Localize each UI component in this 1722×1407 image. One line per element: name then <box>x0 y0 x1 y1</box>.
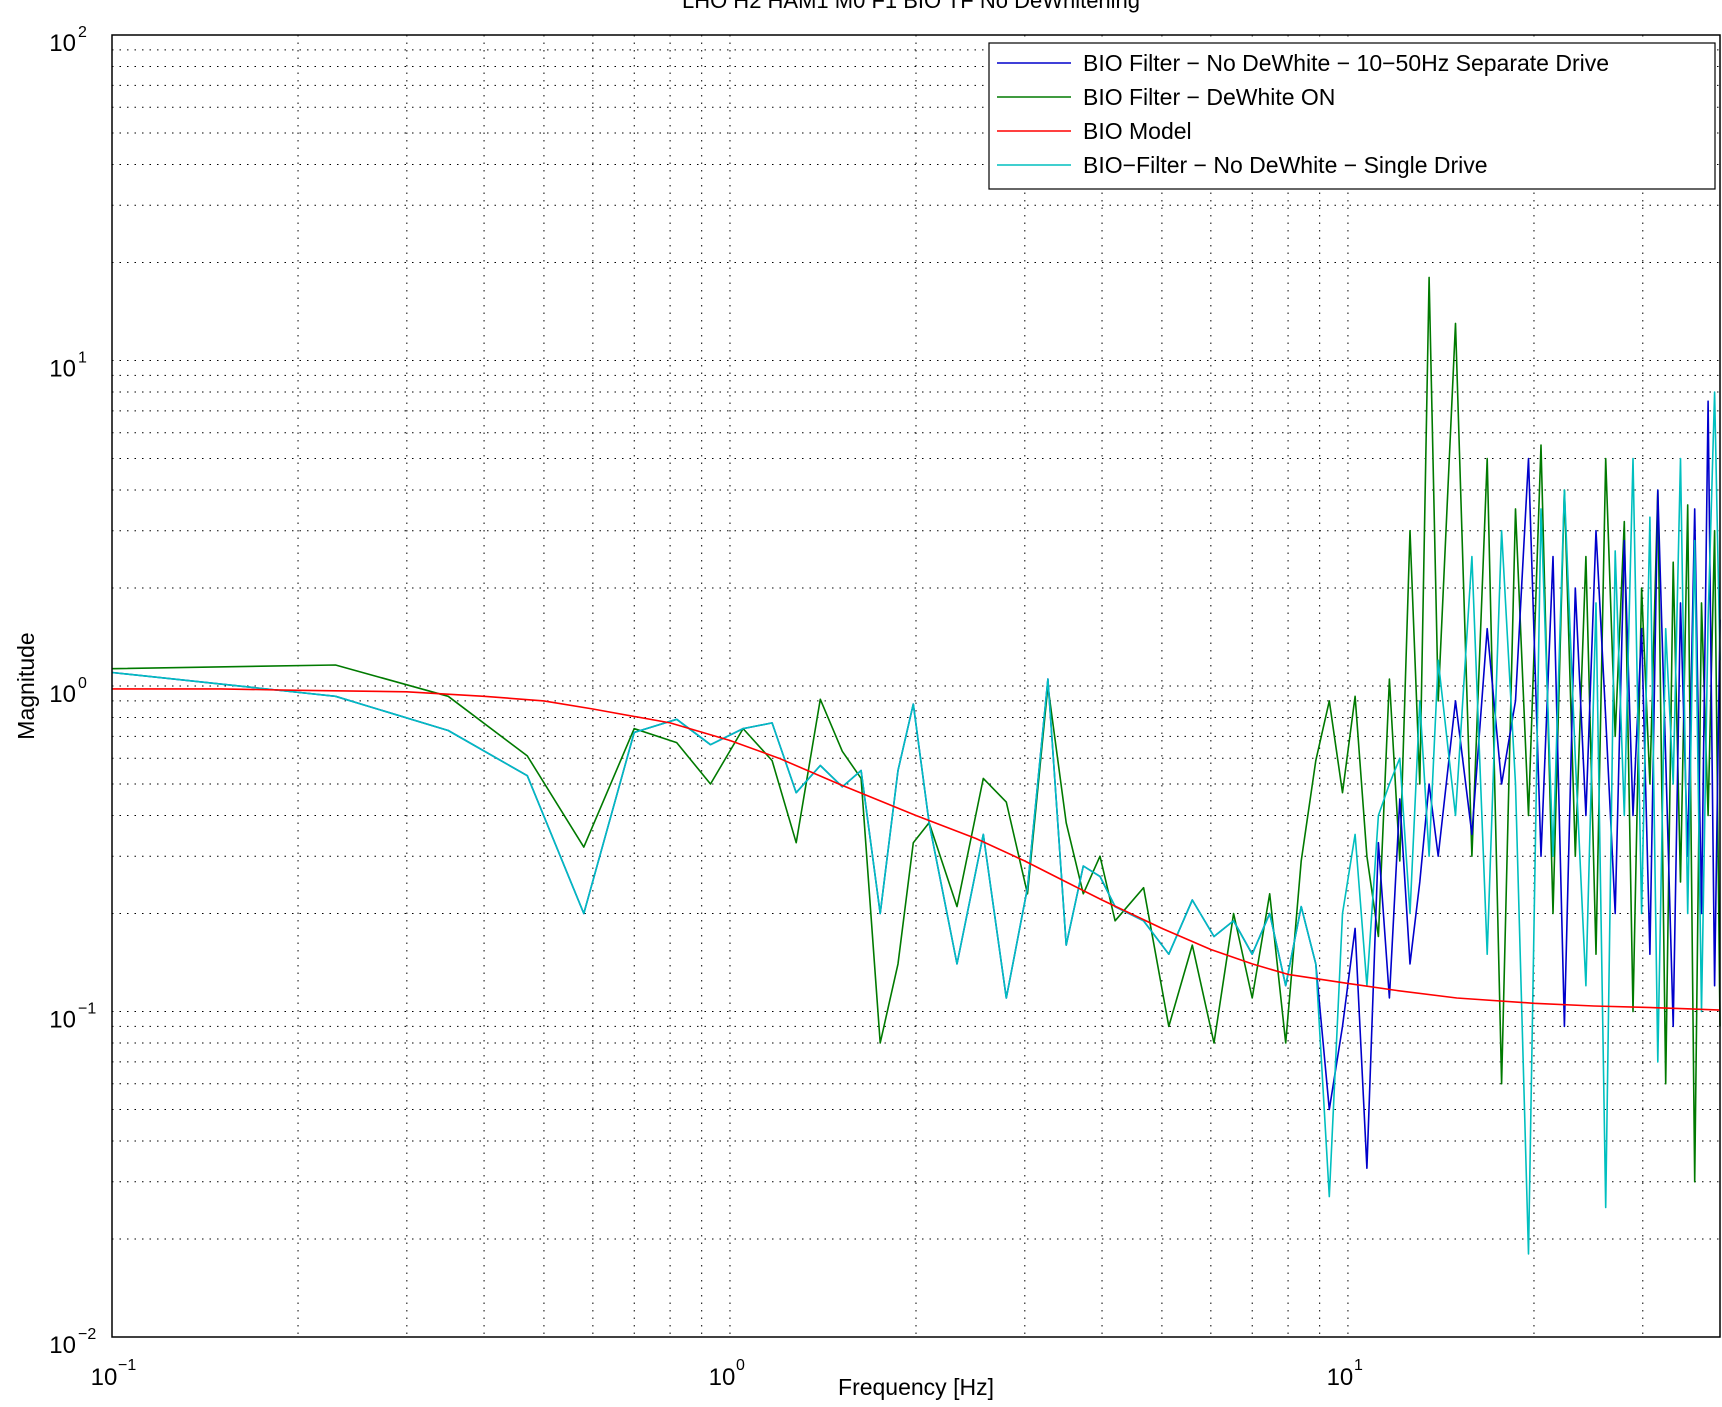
plot-lines <box>111 276 1721 1255</box>
legend-label: BIO Model <box>1083 118 1192 144</box>
series-line <box>112 688 1721 1011</box>
y-tick-label: 10 <box>49 1007 76 1034</box>
legend-box <box>988 42 1716 190</box>
x-tick-exponent: −1 <box>118 1357 136 1374</box>
legend: BIO Filter − No DeWhite − 10−50Hz Separa… <box>988 42 1716 190</box>
x-tick-exponent: 1 <box>1354 1357 1363 1374</box>
y-tick-exponent: −1 <box>78 1001 96 1018</box>
y-tick-label: 10 <box>49 30 76 57</box>
chart-title: LHO H2 HAM1 M0 F1 BIO TF No DeWhitening <box>682 0 1140 13</box>
y-tick-label: 10 <box>49 356 76 383</box>
x-tick-label: 10 <box>1327 1364 1354 1391</box>
legend-label: BIO Filter − DeWhite ON <box>1083 84 1335 110</box>
y-tick-label: 10 <box>49 681 76 708</box>
x-tick-label: 10 <box>709 1364 736 1391</box>
legend-label: BIO Filter − No DeWhite − 10−50Hz Separa… <box>1083 50 1609 76</box>
legend-label: BIO−Filter − No DeWhite − Single Drive <box>1083 152 1488 178</box>
x-axis-label: Frequency [Hz] <box>838 1374 994 1400</box>
series-line <box>111 391 1721 1255</box>
y-tick-exponent: −2 <box>78 1326 96 1343</box>
plot-frame <box>111 34 1721 1338</box>
y-tick-exponent: 1 <box>78 350 87 367</box>
y-tick-exponent: 2 <box>78 24 87 41</box>
y-tick-exponent: 0 <box>78 675 87 692</box>
grid <box>111 34 1721 1338</box>
x-tick-label: 10 <box>91 1364 118 1391</box>
x-tick-exponent: 0 <box>736 1357 745 1374</box>
y-tick-label: 10 <box>49 1332 76 1359</box>
x-ticks: 10 −1 10 0 10 1 <box>91 1357 1363 1391</box>
y-axis-label: Magnitude <box>13 632 39 739</box>
series-line <box>111 276 1721 1183</box>
